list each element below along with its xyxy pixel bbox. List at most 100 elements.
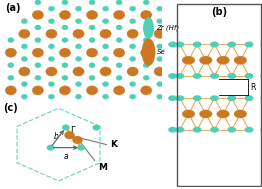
Circle shape bbox=[77, 145, 85, 150]
Circle shape bbox=[154, 67, 165, 76]
Circle shape bbox=[193, 73, 201, 79]
Circle shape bbox=[176, 73, 184, 79]
Circle shape bbox=[227, 95, 236, 101]
Circle shape bbox=[62, 63, 68, 68]
Text: R: R bbox=[250, 83, 256, 92]
Circle shape bbox=[21, 19, 28, 24]
Circle shape bbox=[32, 86, 43, 95]
Circle shape bbox=[217, 56, 230, 64]
Circle shape bbox=[193, 42, 201, 47]
Circle shape bbox=[86, 86, 98, 95]
Circle shape bbox=[48, 44, 54, 49]
Circle shape bbox=[210, 95, 219, 101]
Circle shape bbox=[176, 42, 184, 47]
Circle shape bbox=[127, 67, 138, 76]
Circle shape bbox=[75, 82, 82, 87]
Circle shape bbox=[59, 10, 71, 19]
Circle shape bbox=[168, 95, 177, 101]
Circle shape bbox=[46, 29, 57, 38]
Circle shape bbox=[73, 29, 84, 38]
Text: M: M bbox=[98, 163, 107, 172]
Circle shape bbox=[245, 95, 253, 101]
Circle shape bbox=[47, 145, 54, 150]
Circle shape bbox=[210, 73, 219, 79]
Text: b: b bbox=[54, 132, 59, 141]
Circle shape bbox=[35, 25, 41, 30]
Circle shape bbox=[102, 6, 109, 11]
Circle shape bbox=[35, 63, 41, 68]
Circle shape bbox=[176, 127, 184, 132]
Circle shape bbox=[75, 57, 82, 61]
Circle shape bbox=[48, 94, 54, 99]
Circle shape bbox=[113, 10, 125, 19]
Circle shape bbox=[260, 73, 262, 79]
Circle shape bbox=[73, 67, 84, 76]
Circle shape bbox=[143, 39, 155, 65]
Circle shape bbox=[129, 44, 136, 49]
Circle shape bbox=[35, 75, 41, 80]
Circle shape bbox=[116, 0, 122, 5]
Circle shape bbox=[64, 131, 75, 139]
Circle shape bbox=[8, 75, 14, 80]
Circle shape bbox=[86, 10, 98, 19]
Circle shape bbox=[102, 94, 109, 99]
Circle shape bbox=[89, 63, 95, 68]
Circle shape bbox=[48, 6, 54, 11]
Text: K: K bbox=[110, 140, 117, 149]
Circle shape bbox=[75, 19, 82, 24]
Circle shape bbox=[89, 38, 95, 43]
Circle shape bbox=[62, 25, 68, 30]
Circle shape bbox=[48, 57, 54, 61]
Circle shape bbox=[157, 94, 163, 99]
Circle shape bbox=[157, 44, 163, 49]
Circle shape bbox=[102, 82, 109, 87]
Circle shape bbox=[48, 82, 54, 87]
Circle shape bbox=[100, 29, 111, 38]
Circle shape bbox=[116, 63, 122, 68]
Circle shape bbox=[154, 29, 165, 38]
Circle shape bbox=[143, 75, 149, 80]
Circle shape bbox=[5, 48, 17, 57]
Circle shape bbox=[168, 42, 177, 47]
Circle shape bbox=[21, 44, 28, 49]
Circle shape bbox=[129, 82, 136, 87]
Circle shape bbox=[102, 57, 109, 61]
Circle shape bbox=[260, 127, 262, 132]
Circle shape bbox=[62, 0, 68, 5]
Text: Se: Se bbox=[157, 49, 165, 55]
Circle shape bbox=[157, 82, 163, 87]
Circle shape bbox=[260, 95, 262, 101]
Circle shape bbox=[93, 125, 100, 130]
Circle shape bbox=[234, 110, 247, 118]
Circle shape bbox=[157, 19, 163, 24]
Circle shape bbox=[35, 0, 41, 5]
Circle shape bbox=[102, 19, 109, 24]
Circle shape bbox=[140, 48, 152, 57]
Circle shape bbox=[72, 136, 83, 144]
Circle shape bbox=[21, 57, 28, 61]
Circle shape bbox=[113, 48, 125, 57]
Circle shape bbox=[75, 44, 82, 49]
Circle shape bbox=[21, 82, 28, 87]
Circle shape bbox=[48, 19, 54, 24]
Circle shape bbox=[168, 127, 177, 132]
Circle shape bbox=[143, 0, 149, 5]
Circle shape bbox=[32, 10, 43, 19]
Circle shape bbox=[35, 38, 41, 43]
Circle shape bbox=[75, 94, 82, 99]
Text: (a): (a) bbox=[5, 3, 20, 13]
Circle shape bbox=[116, 38, 122, 43]
Circle shape bbox=[21, 94, 28, 99]
Circle shape bbox=[182, 56, 195, 64]
Circle shape bbox=[113, 86, 125, 95]
Circle shape bbox=[19, 29, 30, 38]
Circle shape bbox=[144, 18, 153, 38]
Circle shape bbox=[62, 38, 68, 43]
Circle shape bbox=[100, 67, 111, 76]
Circle shape bbox=[140, 10, 152, 19]
Circle shape bbox=[168, 73, 177, 79]
Circle shape bbox=[210, 42, 219, 47]
Circle shape bbox=[116, 25, 122, 30]
Circle shape bbox=[62, 125, 70, 130]
Circle shape bbox=[129, 6, 136, 11]
